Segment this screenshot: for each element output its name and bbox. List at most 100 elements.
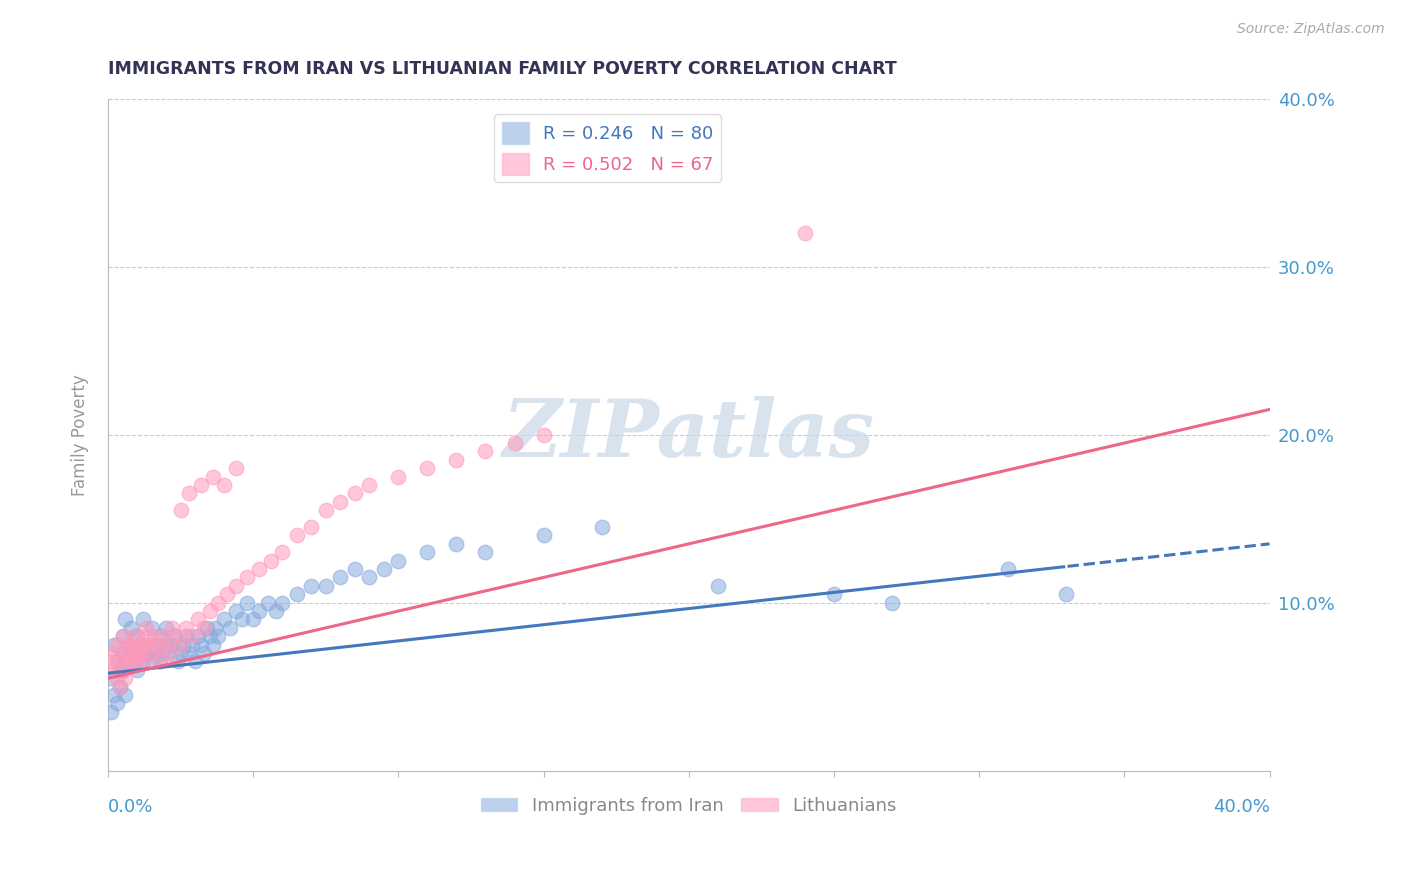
Point <box>141 621 163 635</box>
Point <box>132 638 155 652</box>
Point <box>163 629 186 643</box>
Point <box>125 629 148 643</box>
Point <box>111 646 134 660</box>
Point <box>997 562 1019 576</box>
Point <box>141 655 163 669</box>
Point <box>219 621 242 635</box>
Point <box>135 629 157 643</box>
Point <box>122 629 145 643</box>
Point <box>823 587 845 601</box>
Point <box>169 638 191 652</box>
Point <box>315 503 337 517</box>
Point <box>184 655 207 669</box>
Point <box>135 646 157 660</box>
Point <box>149 629 172 643</box>
Point <box>215 587 238 601</box>
Point <box>247 562 270 576</box>
Text: Source: ZipAtlas.com: Source: ZipAtlas.com <box>1237 22 1385 37</box>
Point <box>204 621 226 635</box>
Point <box>416 461 439 475</box>
Point <box>103 688 125 702</box>
Point <box>387 469 409 483</box>
Point <box>105 671 128 685</box>
Point <box>271 596 294 610</box>
Point <box>387 554 409 568</box>
Point <box>225 461 247 475</box>
Point <box>416 545 439 559</box>
Point <box>236 596 259 610</box>
Point <box>143 629 166 643</box>
Point <box>114 646 136 660</box>
Point <box>149 655 172 669</box>
Point <box>201 469 224 483</box>
Point <box>359 570 381 584</box>
Point <box>236 570 259 584</box>
Text: IMMIGRANTS FROM IRAN VS LITHUANIAN FAMILY POVERTY CORRELATION CHART: IMMIGRANTS FROM IRAN VS LITHUANIAN FAMIL… <box>108 60 897 78</box>
Point <box>474 444 496 458</box>
Point <box>176 621 198 635</box>
Point <box>181 638 204 652</box>
Point <box>503 436 526 450</box>
Point <box>103 638 125 652</box>
Point <box>111 663 134 677</box>
Point <box>129 638 152 652</box>
Point <box>160 638 183 652</box>
Point <box>285 528 308 542</box>
Point <box>132 655 155 669</box>
Point <box>266 604 288 618</box>
Point <box>329 570 352 584</box>
Point <box>120 646 142 660</box>
Point <box>166 655 188 669</box>
Point <box>179 646 201 660</box>
Point <box>108 655 131 669</box>
Point <box>143 646 166 660</box>
Point <box>343 486 366 500</box>
Point <box>117 655 139 669</box>
Point <box>100 655 122 669</box>
Point <box>474 545 496 559</box>
Point <box>169 503 191 517</box>
Point <box>193 646 215 660</box>
Point <box>122 638 145 652</box>
Point <box>155 638 177 652</box>
Point <box>285 587 308 601</box>
Point <box>259 554 281 568</box>
Point <box>160 621 183 635</box>
Point <box>880 596 903 610</box>
Point <box>187 629 209 643</box>
Point <box>138 638 160 652</box>
Point <box>163 629 186 643</box>
Point <box>591 520 613 534</box>
Point <box>138 638 160 652</box>
Point <box>103 663 125 677</box>
Point <box>225 579 247 593</box>
Point <box>212 478 235 492</box>
Point <box>146 638 169 652</box>
Point <box>225 604 247 618</box>
Point <box>117 638 139 652</box>
Point <box>169 646 191 660</box>
Point <box>111 629 134 643</box>
Point <box>105 697 128 711</box>
Point <box>132 655 155 669</box>
Point <box>100 705 122 719</box>
Point <box>100 671 122 685</box>
Point <box>181 629 204 643</box>
Point <box>247 604 270 618</box>
Point <box>446 537 468 551</box>
Point <box>707 579 730 593</box>
Point <box>176 629 198 643</box>
Point <box>315 579 337 593</box>
Point <box>155 621 177 635</box>
Point <box>141 646 163 660</box>
Point <box>329 495 352 509</box>
Point <box>108 663 131 677</box>
Point <box>242 612 264 626</box>
Point <box>195 621 218 635</box>
Point <box>299 520 322 534</box>
Point <box>125 646 148 660</box>
Point <box>533 528 555 542</box>
Point <box>201 638 224 652</box>
Point <box>155 638 177 652</box>
Point <box>193 621 215 635</box>
